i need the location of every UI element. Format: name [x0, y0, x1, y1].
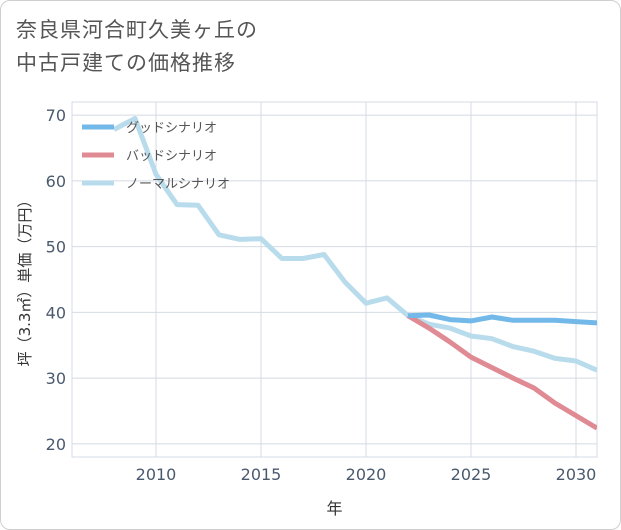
- legend-label: ノーマルシナリオ: [126, 177, 230, 192]
- y-tick-label: 20: [46, 435, 66, 454]
- x-tick-label: 2020: [346, 465, 387, 484]
- series-line-0: [407, 312, 597, 326]
- y-tick-label: 40: [46, 303, 66, 322]
- title-line-2: 中古戸建ての価格推移: [16, 51, 236, 75]
- title-line-1: 奈良県河合町久美ヶ丘の: [16, 18, 258, 42]
- x-tick-label: 2025: [451, 465, 492, 484]
- y-tick-label: 60: [46, 172, 66, 191]
- y-axis-title: 坪（3.3㎡）単価（万円）: [16, 193, 34, 367]
- series-line-1: [406, 313, 597, 431]
- chart-title: 奈良県河合町久美ヶ丘の 中古戸建ての価格推移: [16, 14, 258, 80]
- x-tick-label: 2030: [556, 465, 597, 484]
- y-tick-label: 70: [46, 106, 66, 125]
- x-tick-label: 2015: [241, 465, 282, 484]
- x-axis-title: 年: [326, 499, 342, 518]
- y-tick-label: 30: [46, 369, 66, 388]
- legend-label: バッドシナリオ: [126, 149, 217, 164]
- y-tick-label: 50: [46, 238, 66, 257]
- legend-label: グッドシナリオ: [126, 121, 217, 136]
- plot-area: [71, 101, 598, 458]
- x-tick-label: 2010: [136, 465, 177, 484]
- series-line-2: [112, 115, 597, 373]
